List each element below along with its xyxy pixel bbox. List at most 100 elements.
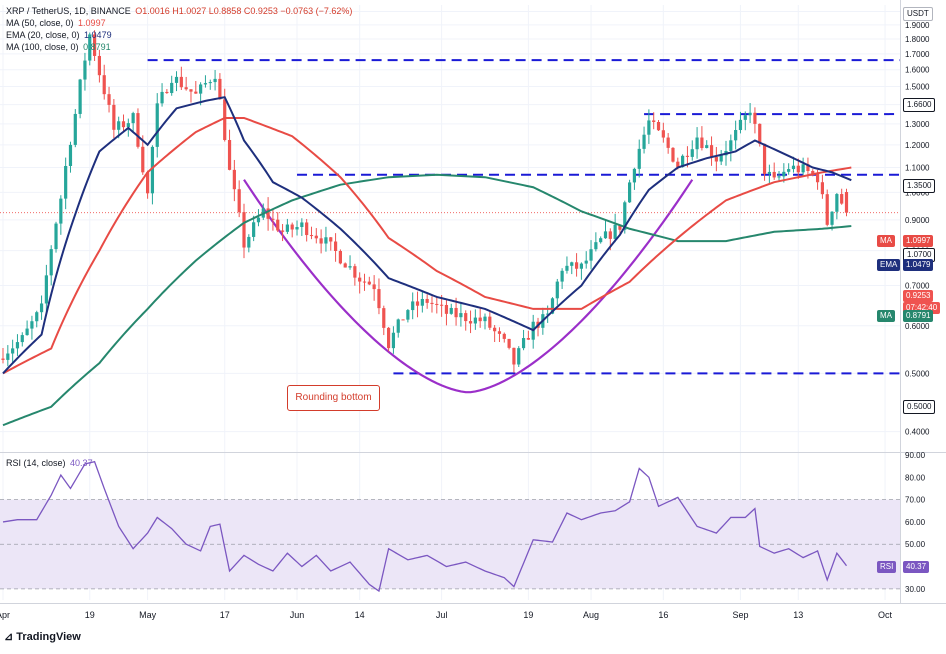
tradingview-logo[interactable]: ⊿ TradingView [4,630,81,643]
candle-body [637,148,641,169]
candle-body [517,348,521,365]
time-tick-label: Jul [436,610,448,620]
candle-body [20,335,24,343]
ma50-line [2,116,852,375]
candle-body [242,212,246,248]
candle-body [473,317,477,324]
price-tick-label: 1.1000 [905,164,930,173]
candle-body [468,321,473,324]
candle-body [526,338,530,340]
candle-body [382,308,386,328]
candle-body [237,189,241,213]
candle-body [767,171,771,174]
candle-body [165,91,169,94]
candle-body [131,113,135,124]
legend-ma100[interactable]: MA (100, close, 0) 0.8791 [6,42,111,53]
candle-body [276,219,280,231]
rsi-tick-label: 70.00 [905,496,926,505]
candle-body [387,327,391,349]
ma100-value: 0.8791 [83,42,111,52]
candle-body [676,161,680,168]
candle-body [266,208,270,219]
time-tick-label: 16 [658,610,668,620]
candle-body [194,91,198,94]
candle-body [748,112,752,116]
candle-body [112,104,116,130]
time-tick-label: Oct [878,610,893,620]
candle-body [117,121,121,130]
candle-body [136,113,140,147]
ema20-axis-label: EMA [877,259,901,271]
rounding-bottom-arc [243,179,694,394]
candle-body [59,198,63,224]
candle-body [796,165,800,173]
candle-body [719,155,723,162]
candle-body [300,222,304,227]
candle-body [565,265,569,271]
candle-body [777,176,781,178]
candle-body [685,155,690,157]
candle-body [729,140,733,151]
candle-body [521,338,526,349]
candle-body [305,222,309,236]
candle-body [107,94,111,105]
price-tick-label: 1.5000 [905,83,930,92]
rsi-tick-label: 50.00 [905,540,926,549]
candle-body [223,99,227,140]
candle-body [666,137,670,148]
candle-body [787,169,791,172]
candle-body [280,230,285,232]
ma100-label: MA (100, close, 0) [6,42,79,52]
ohlc-values: O1.0016 H1.0027 L0.8858 C0.9253 −0.0763 … [135,6,353,16]
rsi-tick-label: 30.00 [905,585,926,594]
candle-body [189,89,193,92]
candle-body [478,317,482,322]
candle-body [126,123,130,128]
candle-body [546,313,550,315]
candle-body [252,222,256,237]
candle-body [11,348,15,354]
candle-body [454,307,458,318]
candle-body [160,91,164,104]
candle-body [815,173,820,183]
candle-body [338,250,342,264]
candle-body [560,270,564,282]
candle-body [772,171,776,178]
legend-rsi[interactable]: RSI (14, close) 40.37 [6,458,93,469]
candle-body [430,302,434,304]
time-tick-label: May [139,610,157,620]
candle-body [435,303,439,305]
candle-body [594,242,598,250]
candle-body [141,146,145,173]
candle-body [820,182,824,195]
candle-body [49,249,53,276]
chart-legend-symbol: XRP / TetherUS, 1D, BINANCE O1.0016 H1.0… [6,6,352,17]
candle-body [574,262,579,269]
candle-body [825,194,829,225]
candle-body [844,191,849,213]
level-tag-0500: 0.5000 [903,400,936,414]
candle-body [92,34,97,56]
candle-body [647,120,651,135]
legend-ma50[interactable]: MA (50, close, 0) 1.0997 [6,18,106,29]
candle-body [396,319,400,333]
candle-body [39,303,44,313]
time-tick-label: Apr [0,610,10,620]
candle-body [840,194,844,204]
candle-body [184,87,188,90]
time-tick-label: 17 [220,610,230,620]
ma100-axis-value: 0.8791 [903,310,934,322]
candle-body [835,194,839,212]
candle-body [30,321,34,329]
candle-body [700,137,704,149]
time-tick-label: 19 [85,610,95,620]
tradingview-logo-icon: ⊿ [4,631,14,643]
price-tick-label: 0.4000 [905,428,930,437]
currency-label[interactable]: USDT [903,7,933,21]
legend-ema20[interactable]: EMA (20, close, 0) 1.0479 [6,30,112,41]
candle-body [227,139,232,170]
rounding-bottom-annotation[interactable]: Rounding bottom [287,385,380,411]
candle-body [420,298,424,306]
candle-body [208,82,212,84]
